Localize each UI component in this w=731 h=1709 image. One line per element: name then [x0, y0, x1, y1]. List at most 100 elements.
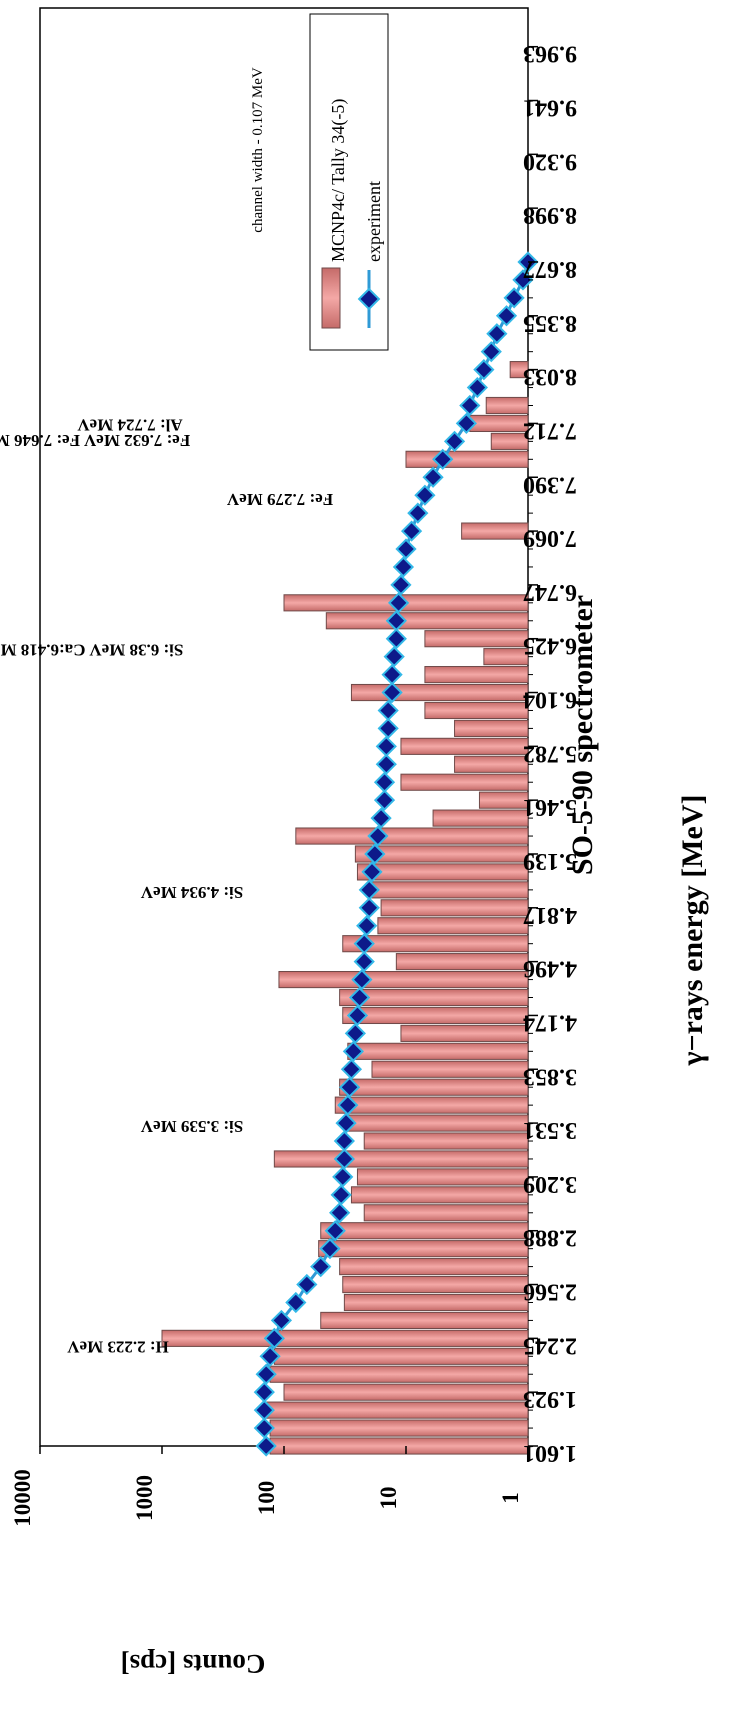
experiment-point	[337, 1094, 359, 1116]
bar	[269, 1419, 529, 1437]
bar	[371, 1060, 529, 1078]
annotations-layer: H: 2.223 MeV Si: 3.539 MeV Si: 4.934 MeV Si…	[0, 415, 333, 1356]
bar	[363, 1204, 529, 1222]
energy-tick-label: 5.139	[523, 848, 577, 874]
experiment-point	[375, 735, 397, 757]
energy-tick-label: 8.033	[523, 364, 577, 390]
peak-annotation: Si: 3.539 MeV	[140, 1117, 243, 1136]
bar	[469, 414, 529, 433]
bar	[320, 1311, 529, 1329]
bar	[342, 1275, 529, 1294]
bar	[424, 630, 529, 648]
bar	[432, 809, 529, 827]
experiment-point	[392, 556, 415, 578]
channel-width-note: channel width - 0.107 MeV	[250, 67, 266, 233]
experiment-point	[310, 1255, 332, 1278]
bar	[395, 953, 529, 971]
experiment-point	[330, 1184, 352, 1206]
count-tick-label: 1000	[132, 1475, 157, 1521]
bar	[273, 1150, 529, 1168]
energy-tick-label: 1.601	[523, 1440, 577, 1466]
experiment-point	[385, 628, 407, 650]
count-tick-label: 1	[498, 1492, 523, 1504]
experiment-point	[255, 1363, 277, 1385]
experiment-point	[387, 592, 410, 614]
bar	[161, 1329, 529, 1347]
energy-tick-label: 9.320	[523, 148, 577, 174]
energy-tick-label: 5.782	[523, 740, 577, 766]
experiment-point	[377, 717, 399, 740]
bar	[363, 1132, 529, 1150]
bar	[318, 1240, 529, 1258]
legend-line-label: experiment	[364, 181, 384, 262]
experiment-point	[349, 986, 371, 1009]
energy-tick-label: 2.566	[523, 1279, 577, 1305]
experiment-point	[340, 1058, 363, 1080]
bar	[424, 701, 529, 720]
energy-tick-label: 1.923	[523, 1386, 577, 1412]
energy-tick-label: 3.531	[523, 1117, 577, 1143]
experiment-point	[253, 1417, 275, 1439]
experiment-point	[319, 1238, 341, 1260]
bar	[345, 1114, 529, 1132]
x-axis-label: γ−rays energy [MeV]	[676, 794, 709, 1066]
experiment-point	[335, 1112, 357, 1134]
bar	[483, 648, 529, 666]
energy-tick-label: 6.425	[523, 633, 577, 659]
experiment-point	[338, 1076, 361, 1098]
experiment-point	[432, 448, 454, 470]
experiment-point	[263, 1327, 285, 1349]
experiment-point	[329, 1202, 351, 1224]
y-axis-label: Counts [cps]	[121, 1649, 266, 1679]
legend-bar-label: MCNP4c/ Tally 34(-5)	[328, 99, 349, 262]
experiment-point	[358, 879, 380, 901]
bar	[320, 1222, 529, 1240]
experiment-point	[351, 968, 373, 991]
energy-tick-label: 6.747	[523, 579, 577, 605]
bar	[490, 432, 529, 450]
bar	[273, 1347, 529, 1365]
energy-tick-label: 6.104	[523, 687, 577, 713]
legend-line-marker	[357, 287, 381, 311]
energy-tick-label: 3.209	[523, 1171, 577, 1197]
bar	[380, 899, 529, 917]
bar	[405, 450, 529, 468]
experiment-point	[346, 1004, 369, 1027]
bar	[424, 666, 529, 684]
experiment-point	[385, 610, 407, 632]
experiment-point	[495, 305, 518, 327]
chart-title: SO-5-90 spectrometer	[566, 595, 599, 875]
experiment-point	[270, 1309, 293, 1332]
experiment-point	[332, 1166, 354, 1188]
experiment-point	[344, 1022, 366, 1044]
legend: MCNP4c/ Tally 34(-5) experiment	[309, 13, 389, 351]
experiment-point	[358, 897, 380, 919]
bar	[334, 1096, 529, 1114]
bar	[278, 970, 529, 989]
experiment-point	[285, 1291, 307, 1314]
bar	[356, 863, 529, 881]
bar	[325, 612, 529, 630]
experiment-point	[367, 825, 389, 847]
bar	[356, 1168, 529, 1186]
count-tick-label: 10	[376, 1487, 401, 1510]
experiment-point	[353, 951, 375, 973]
bar	[400, 1024, 529, 1042]
experiment-point	[253, 1381, 275, 1403]
experiment-point	[253, 1399, 275, 1421]
experiment-point	[414, 484, 436, 506]
axis-layer: 1 10 100 1000 10000 1.601 1.923 2.245 2.566 2.888…	[10, 41, 577, 1527]
experiment-point	[443, 430, 466, 452]
experiment-point	[390, 574, 412, 596]
bar	[454, 755, 529, 773]
count-tick-label: 100	[254, 1481, 279, 1516]
bar	[265, 1401, 529, 1419]
bar	[454, 719, 529, 737]
bar	[269, 1365, 529, 1383]
bar	[400, 773, 529, 791]
experiment-point	[466, 376, 488, 399]
peak-annotation: Al: 7.724 MeV	[77, 415, 183, 434]
experiment-point	[455, 412, 477, 435]
experiment-point	[324, 1220, 346, 1242]
experiment-point	[353, 933, 375, 955]
